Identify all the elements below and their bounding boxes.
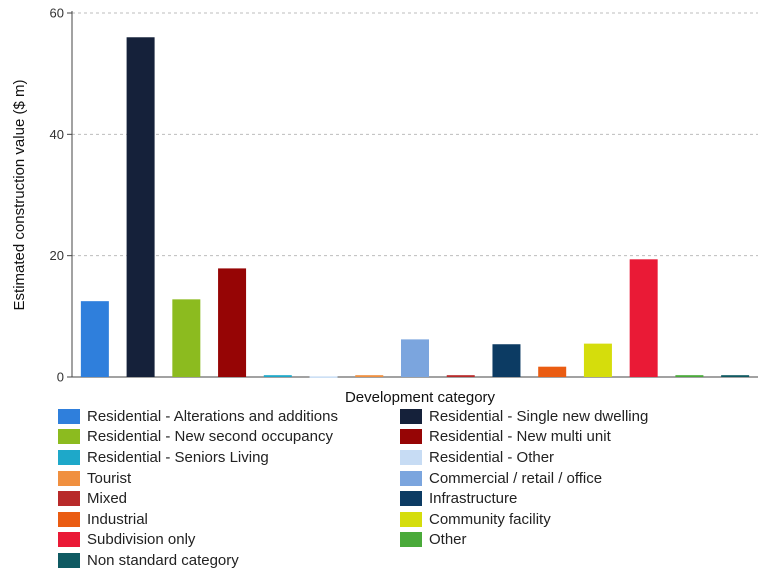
- legend-swatch: [58, 511, 80, 527]
- legend-swatch: [58, 449, 80, 465]
- legend-swatch: [58, 408, 80, 424]
- x-axis-title: Development category: [345, 389, 496, 406]
- legend-item: Residential - New multi unit: [400, 427, 700, 448]
- bar-9: [446, 375, 475, 377]
- y-axis-title: Estimated construction value ($ m): [11, 80, 28, 311]
- legend-label: Residential - Alterations and additions: [87, 407, 338, 425]
- legend-item: Subdivision only: [58, 530, 400, 551]
- bar-10: [492, 344, 521, 377]
- bar-11: [538, 366, 567, 377]
- legend-label: Community facility: [429, 510, 551, 528]
- bar-3: [172, 299, 201, 377]
- legend-swatch: [400, 532, 422, 548]
- bar-1: [80, 301, 109, 377]
- legend-swatch: [58, 470, 80, 486]
- legend-label: Residential - Other: [429, 448, 555, 466]
- legend-item: Non standard category: [58, 550, 400, 571]
- legend-item: Residential - Single new dwelling: [400, 406, 700, 427]
- legend-label: Residential - New multi unit: [429, 428, 611, 446]
- legend-item: Tourist: [58, 468, 400, 489]
- bar-15: [721, 375, 750, 377]
- legend-swatch: [58, 491, 80, 507]
- legend-item: Residential - Seniors Living: [58, 447, 400, 468]
- bars: [80, 37, 750, 378]
- bar-12: [583, 343, 612, 377]
- legend-label: Subdivision only: [87, 531, 196, 549]
- bar-5: [263, 375, 292, 377]
- y-tick-label: 20: [50, 248, 64, 263]
- y-tick-label: 40: [50, 127, 64, 142]
- legend-swatch: [400, 429, 422, 445]
- legend-label: Other: [429, 531, 467, 549]
- gridlines: [72, 12, 758, 257]
- legend-item: Other: [400, 530, 700, 551]
- legend-item: Mixed: [58, 488, 400, 509]
- legend-label: Infrastructure: [429, 490, 518, 508]
- bar-6: [309, 376, 338, 378]
- legend-label: Tourist: [87, 469, 132, 487]
- y-tick-label: 0: [57, 370, 64, 385]
- legend-swatch: [400, 470, 422, 486]
- bar-14: [675, 375, 704, 377]
- bar-4: [218, 268, 247, 377]
- y-tick-label: 60: [50, 6, 64, 21]
- legend-item: Residential - Other: [400, 447, 700, 468]
- legend-item: Industrial: [58, 509, 400, 530]
- bar-2: [126, 37, 155, 378]
- legend-item: Residential - New second occupancy: [58, 427, 400, 448]
- legend-swatch: [400, 408, 422, 424]
- bar-7: [355, 375, 384, 377]
- legend-label: Commercial / retail / office: [429, 469, 603, 487]
- legend-label: Residential - Single new dwelling: [429, 407, 649, 425]
- bar-13: [629, 259, 658, 377]
- legend-swatch: [400, 511, 422, 527]
- legend-swatch: [58, 552, 80, 568]
- legend-label: Residential - New second occupancy: [87, 428, 333, 446]
- legend-item: Infrastructure: [400, 488, 700, 509]
- bar-8: [401, 339, 429, 377]
- legend-label: Industrial: [87, 510, 148, 528]
- legend-swatch: [400, 491, 422, 507]
- legend-label: Non standard category: [87, 551, 239, 569]
- legend-swatch: [400, 449, 422, 465]
- legend: Residential - Alterations and additions R…: [58, 406, 698, 571]
- legend-item: Residential - Alterations and additions: [58, 406, 400, 427]
- legend-label: Mixed: [87, 490, 128, 508]
- legend-item: Commercial / retail / office: [400, 468, 700, 489]
- legend-swatch: [58, 429, 80, 445]
- legend-label: Residential - Seniors Living: [87, 448, 269, 466]
- legend-item: Community facility: [400, 509, 700, 530]
- legend-swatch: [58, 532, 80, 548]
